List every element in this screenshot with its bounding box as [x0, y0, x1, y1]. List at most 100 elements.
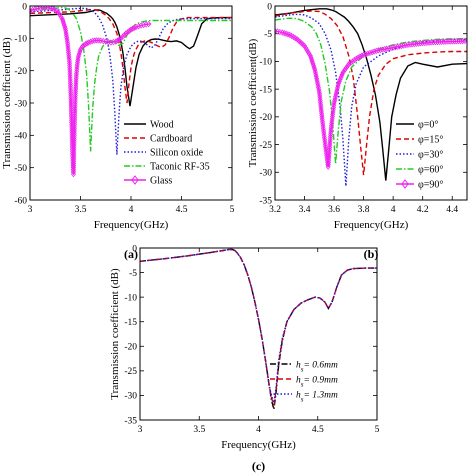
x-tick-label: 3 [28, 205, 33, 215]
legend-label: hs= 0.9mm [296, 376, 338, 389]
series-marker [68, 99, 74, 107]
series-marker [371, 48, 377, 55]
series-line-3 [275, 17, 467, 165]
series-marker [116, 36, 122, 43]
series-marker [68, 91, 74, 98]
series-marker [355, 54, 361, 61]
y-tick-label: 0 [132, 244, 137, 254]
legend-marker [401, 179, 409, 189]
series-marker [365, 50, 371, 57]
series-marker [451, 38, 457, 45]
series-marker [68, 95, 74, 102]
series-marker [407, 41, 413, 48]
x-tick-label: 3.8 [358, 205, 370, 215]
series-marker [344, 64, 349, 71]
panel-label: (b) [364, 247, 379, 261]
series-marker [353, 55, 359, 62]
series-marker [430, 39, 436, 46]
series-marker [388, 44, 394, 52]
x-tick-label: 3 [138, 425, 143, 435]
series-line-0 [30, 9, 232, 107]
x-tick-label: 3.5 [75, 205, 87, 215]
series-marker [126, 27, 132, 35]
series-marker [409, 41, 415, 48]
series-marker [121, 31, 127, 39]
series-marker [68, 86, 74, 94]
series-marker [437, 38, 443, 46]
plot-frame [139, 247, 378, 421]
y-tick-label: -25 [259, 141, 272, 151]
series-line-0 [140, 248, 377, 410]
series-marker [136, 23, 142, 30]
legend-label: hs= 1.3mm [296, 391, 338, 404]
series-marker [68, 110, 74, 117]
series-marker [418, 40, 424, 47]
series-marker [351, 56, 357, 64]
panel-label: (a) [124, 247, 138, 261]
series-marker [380, 46, 386, 53]
series-marker [458, 37, 464, 45]
y-tick-label: 0 [22, 2, 27, 12]
y-tick-label: -20 [124, 343, 137, 353]
series-marker [32, 6, 38, 13]
y-axis-label: Transmission coefficient (dB) [1, 37, 13, 169]
x-tick-label: 5 [230, 205, 235, 215]
legend-label: Taconic RF-35 [150, 162, 210, 173]
x-tick-label: 3.5 [193, 425, 205, 435]
y-tick-label: -15 [259, 85, 272, 95]
series-marker [399, 42, 405, 50]
x-tick-label: 4.4 [446, 205, 458, 215]
series-marker [378, 46, 383, 54]
series-marker [432, 39, 438, 46]
series-marker [361, 51, 367, 58]
x-axis-label: Frequency(GHz) [334, 219, 409, 231]
x-tick-label: 3.2 [269, 205, 281, 215]
series-marker [131, 24, 137, 32]
series-marker [336, 78, 342, 85]
series-marker [337, 75, 343, 83]
y-tick-label: -20 [14, 67, 27, 77]
series-marker [141, 21, 147, 29]
y-tick-label: -10 [124, 293, 137, 303]
x-tick-label: 4 [129, 205, 134, 215]
y-tick-label: 0 [267, 2, 272, 12]
series-marker [397, 43, 402, 50]
series-line-1 [30, 8, 232, 104]
series-marker [386, 45, 392, 52]
series-marker [401, 42, 407, 49]
series-marker [449, 38, 455, 45]
x-tick-label: 4 [256, 425, 261, 435]
series-marker [441, 38, 447, 45]
series-marker [435, 38, 440, 46]
series-marker [146, 20, 152, 28]
series-line-3 [30, 6, 232, 152]
series-marker [81, 42, 87, 49]
series-line-1 [140, 248, 377, 406]
x-tick-label: 4.2 [417, 205, 429, 215]
y-axis-label: Transmission coefficient (dB) [109, 268, 121, 400]
series-marker [94, 37, 100, 44]
series-marker [369, 49, 375, 56]
x-tick-label: 5 [375, 425, 380, 435]
series-marker [113, 38, 119, 45]
legend-label: Wood [150, 120, 174, 131]
series-marker [68, 97, 74, 105]
series-marker [84, 40, 90, 47]
y-tick-label: -25 [124, 367, 137, 377]
series-marker [394, 43, 400, 50]
y-tick-label: -20 [259, 113, 272, 123]
series-line-1 [275, 10, 467, 176]
y-tick-label: -50 [14, 164, 27, 174]
series-marker [439, 38, 445, 46]
series-marker [460, 37, 466, 45]
series-marker [341, 67, 347, 75]
series-marker [359, 52, 365, 59]
series-marker [67, 80, 73, 87]
series-marker [424, 39, 430, 46]
series-marker [69, 132, 75, 140]
series-marker [445, 38, 451, 45]
series-marker [346, 61, 352, 68]
panel-a: 3 3.5 4 4.5 5 0 -10 -20 -30 -40 -50 -60 Wood Cardboar… [1, 2, 235, 261]
series-marker [120, 33, 126, 40]
